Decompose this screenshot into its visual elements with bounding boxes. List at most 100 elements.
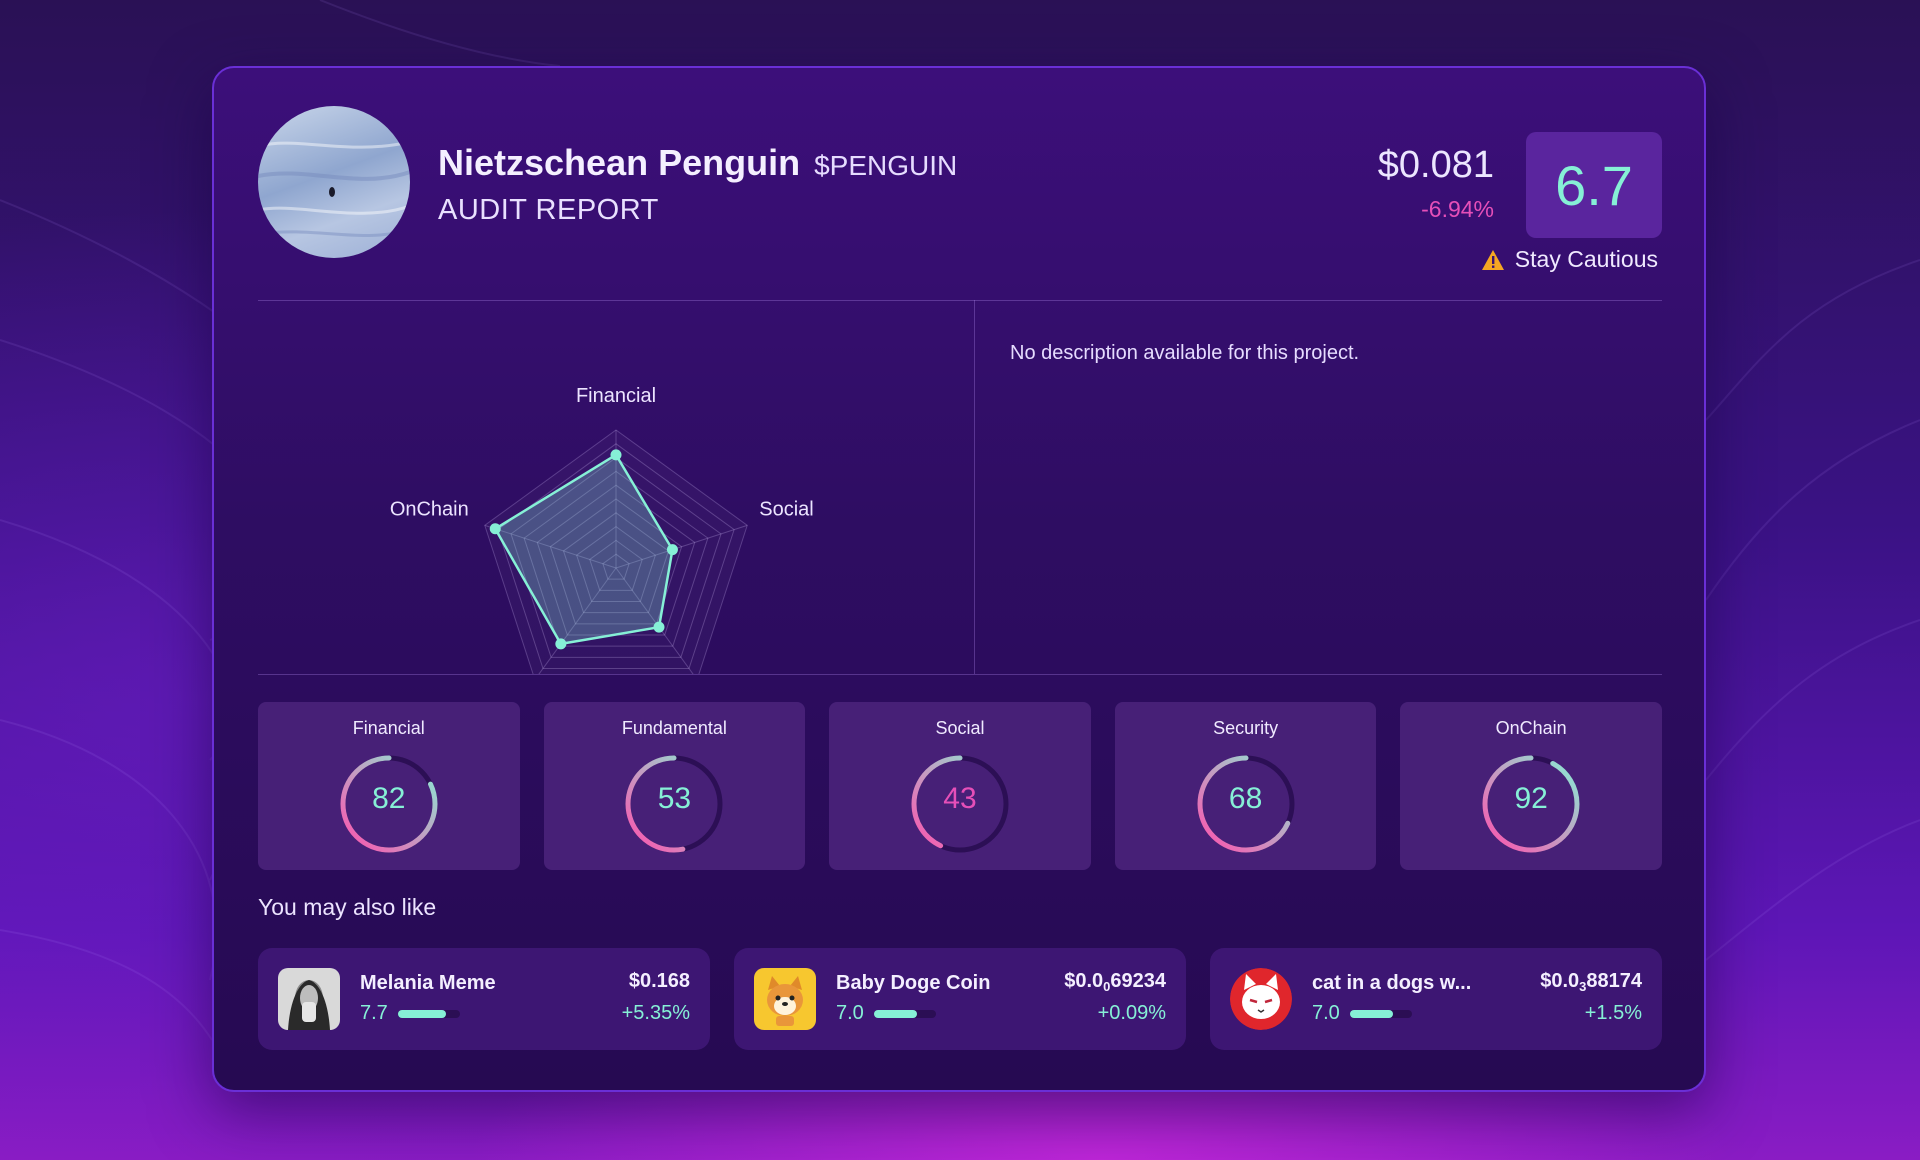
recommendation-change: +1.5% — [1584, 1002, 1642, 1024]
metric-value: 43 — [943, 782, 977, 815]
ring-progress — [625, 755, 723, 853]
radar-label-social: Social — [759, 498, 813, 520]
recommendation-name: cat in a dogs w... — [1312, 972, 1472, 994]
score-bar — [1350, 1010, 1412, 1018]
ring-progress — [340, 755, 438, 853]
price-main: $0.0 — [1540, 970, 1580, 992]
shiba-dog-icon — [754, 968, 816, 1030]
audit-report-card: Nietzschean Penguin $PENGUIN AUDIT REPOR… — [212, 66, 1706, 1092]
recommendation-score: 7.0 — [1312, 1002, 1340, 1024]
metric-value: 82 — [372, 782, 406, 815]
melania-portrait-icon — [278, 968, 340, 1030]
report-subtitle: AUDIT REPORT — [438, 194, 659, 226]
score-bar-fill — [874, 1010, 918, 1018]
metric-label: Financial — [352, 718, 425, 738]
radar-label-financial: Financial — [576, 385, 656, 407]
radar-point-social — [666, 544, 678, 556]
recommendations-list: Melania Meme 7.7 $0.168 +5.35% Baby Doge Coi… — [258, 948, 1662, 1050]
token-price: $0.081 — [1377, 144, 1494, 186]
radar-grid-ring — [549, 498, 683, 625]
divider-top — [258, 300, 1662, 301]
radar-label-onchain: OnChain — [390, 498, 469, 520]
radar-point-security — [555, 638, 567, 650]
radar-point-onchain — [489, 523, 501, 535]
score-bar-fill — [398, 1010, 446, 1018]
radar-grid-ring — [576, 525, 656, 602]
recommendation-price: $0.0388174 — [1540, 970, 1642, 994]
ring-progress — [1197, 755, 1295, 853]
radar-spoke — [484, 524, 617, 569]
project-name: Nietzschean Penguin — [438, 142, 801, 183]
metric-card-security: Security 68 — [1114, 702, 1377, 870]
progress-ring-icon — [911, 755, 1009, 853]
recommendation-change: +5.35% — [621, 1002, 690, 1024]
metric-card-fundamental: Fundamental 53 — [543, 702, 806, 870]
metric-card-social: Social 43 — [829, 702, 1091, 870]
radar-grid-ring — [589, 539, 643, 591]
price-main: $0.168 — [628, 970, 690, 992]
metric-label: OnChain — [1495, 718, 1567, 738]
metric-value: 68 — [1228, 782, 1263, 815]
radar-grid-ring — [602, 553, 630, 580]
metric-cards: Financial 82 Fundamental 53 Social 43 Security… — [258, 702, 1662, 870]
recommendation-price: $0.0069234 — [1064, 970, 1166, 994]
recommendation-score: 7.0 — [836, 1002, 864, 1024]
metric-card-financial: Financial 82 — [258, 702, 520, 870]
divider-vertical — [974, 300, 975, 674]
recommendation-card[interactable]: Baby Doge Coin 7.0 $0.0069234 +0.09% — [734, 948, 1186, 1050]
penguin-image-icon — [258, 140, 410, 238]
price-zero-count: 0 — [1103, 979, 1111, 994]
metric-label: Fundamental — [621, 718, 727, 738]
recommendation-price: $0.168 — [629, 970, 690, 993]
metric-ring: 53 — [622, 752, 726, 856]
project-title-row: Nietzschean Penguin $PENGUIN — [438, 142, 957, 184]
radar-grid-ring — [562, 512, 670, 614]
radar-chart: FinancialSocialFundamentalSecurityOnChai… — [390, 385, 814, 674]
white-cat-red-icon — [1230, 968, 1292, 1030]
recommendation-change: +0.09% — [1097, 1002, 1166, 1024]
verdict-text: Stay Cautious — [1514, 246, 1658, 272]
metric-ring: 82 — [337, 752, 441, 856]
radar-grid-ring — [484, 429, 748, 674]
recommendation-name: Melania Meme — [360, 972, 496, 994]
recommendations-heading: You may also like — [258, 894, 437, 920]
progress-ring-icon — [625, 755, 723, 853]
score-bar — [398, 1010, 460, 1018]
verdict-badge: Stay Cautious — [1481, 246, 1658, 273]
metric-value: 92 — [1514, 782, 1548, 815]
metric-label: Social — [935, 718, 985, 738]
recommendation-card[interactable]: cat in a dogs w... 7.0 $0.0388174 +1.5% — [1210, 948, 1662, 1050]
price-digits: 88174 — [1586, 970, 1642, 992]
radar-spoke — [615, 524, 748, 569]
project-description: No description available for this projec… — [1010, 342, 1360, 364]
price-change: -6.94% — [1421, 196, 1494, 222]
ring-progress — [911, 755, 1009, 853]
radar-point-financial — [610, 449, 622, 461]
price-main: $0.0 — [1064, 970, 1104, 992]
price-zero-count: 3 — [1579, 979, 1587, 994]
recommendation-card[interactable]: Melania Meme 7.7 $0.168 +5.35% — [258, 948, 710, 1050]
radar-grid — [484, 429, 748, 674]
radar-grid-ring — [523, 470, 709, 647]
ring-progress — [1482, 755, 1580, 853]
metric-label: Security — [1213, 718, 1279, 738]
metric-ring: 68 — [1194, 752, 1298, 856]
radar-point-fundamental — [653, 621, 665, 633]
progress-ring-icon — [1197, 755, 1295, 853]
divider-bottom — [258, 674, 1662, 675]
progress-ring-icon — [1482, 755, 1580, 853]
project-avatar — [258, 106, 410, 258]
radar-spoke — [538, 567, 617, 674]
progress-ring-icon — [340, 755, 438, 853]
price-digits: 69234 — [1110, 970, 1166, 992]
metric-value: 53 — [657, 782, 692, 815]
project-ticker: $PENGUIN — [814, 150, 958, 181]
radar-grid-ring — [510, 456, 722, 658]
recommendation-name: Baby Doge Coin — [836, 972, 991, 994]
score-bar — [874, 1010, 936, 1018]
radar-series-area — [494, 453, 674, 646]
score-bar-fill — [1350, 1010, 1394, 1018]
overall-score: 6.7 — [1526, 132, 1662, 238]
metric-ring: 43 — [908, 752, 1012, 856]
metric-card-onchain: OnChain 92 — [1400, 702, 1662, 870]
